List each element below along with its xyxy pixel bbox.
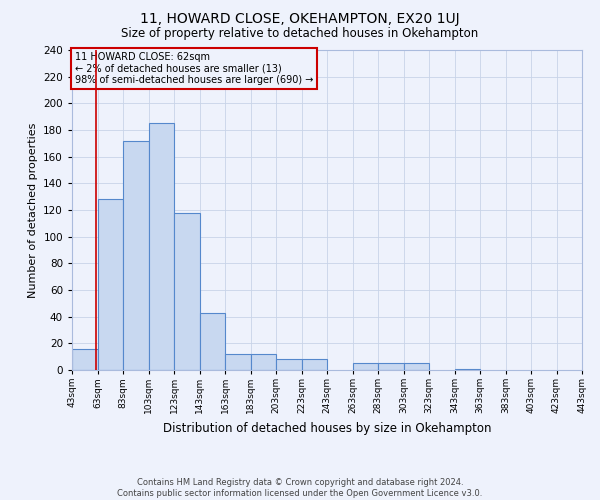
Bar xyxy=(149,124,174,370)
Bar xyxy=(302,360,327,370)
Text: Contains HM Land Registry data © Crown copyright and database right 2024.
Contai: Contains HM Land Registry data © Crown c… xyxy=(118,478,482,498)
Bar xyxy=(225,354,251,370)
Bar xyxy=(251,354,276,370)
Bar xyxy=(72,348,97,370)
Text: 11 HOWARD CLOSE: 62sqm
← 2% of detached houses are smaller (13)
98% of semi-deta: 11 HOWARD CLOSE: 62sqm ← 2% of detached … xyxy=(74,52,313,85)
Bar xyxy=(200,312,225,370)
Bar xyxy=(123,140,149,370)
Bar xyxy=(276,360,302,370)
X-axis label: Distribution of detached houses by size in Okehampton: Distribution of detached houses by size … xyxy=(163,422,491,434)
Bar xyxy=(455,368,480,370)
Bar xyxy=(174,212,200,370)
Text: Size of property relative to detached houses in Okehampton: Size of property relative to detached ho… xyxy=(121,28,479,40)
Y-axis label: Number of detached properties: Number of detached properties xyxy=(28,122,38,298)
Text: 11, HOWARD CLOSE, OKEHAMPTON, EX20 1UJ: 11, HOWARD CLOSE, OKEHAMPTON, EX20 1UJ xyxy=(140,12,460,26)
Bar xyxy=(404,364,429,370)
Bar xyxy=(97,200,123,370)
Bar xyxy=(378,364,404,370)
Bar xyxy=(353,364,378,370)
